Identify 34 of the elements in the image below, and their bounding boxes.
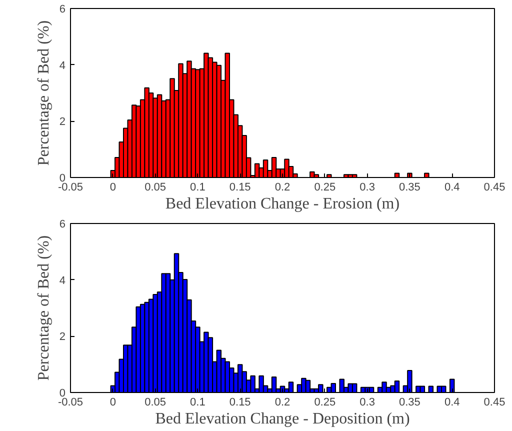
x-tick-label: 0.2 [274, 182, 290, 194]
y-tick-label: 0 [59, 172, 66, 184]
x-axis-title: Bed Elevation Change - Deposition (m) [155, 410, 410, 428]
x-tick-label: 0.15 [229, 396, 251, 408]
x-tick-label: 0.25 [314, 396, 336, 408]
x-tick-label: 0 [110, 396, 116, 408]
x-tick-label: -0.05 [58, 182, 84, 194]
y-axis-title: Percentage of Bed (%) [35, 235, 52, 381]
x-tick-label: 0.15 [229, 182, 251, 194]
x-tick-label: 0.3 [360, 182, 375, 194]
x-tick-label: 0.2 [274, 396, 290, 408]
x-tick-label: 0.1 [190, 182, 206, 194]
x-tick-label: 0.05 [144, 182, 166, 194]
x-tick-label: 0 [110, 182, 116, 194]
x-tick-label: -0.05 [58, 396, 84, 408]
y-axis-title: Percentage of Bed (%) [35, 20, 52, 166]
x-axis-title: Bed Elevation Change - Erosion (m) [165, 196, 400, 212]
x-tick-label: 0.35 [398, 396, 420, 408]
y-tick-label: 2 [59, 116, 66, 128]
x-tick-label: 0.45 [484, 396, 506, 408]
x-tick-label: 0.1 [190, 396, 206, 408]
x-tick-label: 0.25 [314, 182, 336, 194]
x-tick-label: 0.35 [398, 182, 420, 194]
y-tick-label: 4 [59, 274, 66, 287]
y-tick-label: 6 [59, 218, 66, 230]
x-tick-label: 0.45 [484, 182, 506, 194]
y-tick-label: 4 [59, 60, 66, 72]
y-tick-label: 2 [59, 331, 66, 344]
y-tick-label: 6 [59, 4, 66, 16]
x-tick-label: 0.4 [444, 396, 460, 408]
x-tick-label: 0.05 [144, 396, 166, 408]
y-tick-label: 0 [59, 388, 66, 400]
x-tick-label: 0.4 [444, 182, 460, 194]
x-tick-label: 0.3 [360, 396, 375, 408]
